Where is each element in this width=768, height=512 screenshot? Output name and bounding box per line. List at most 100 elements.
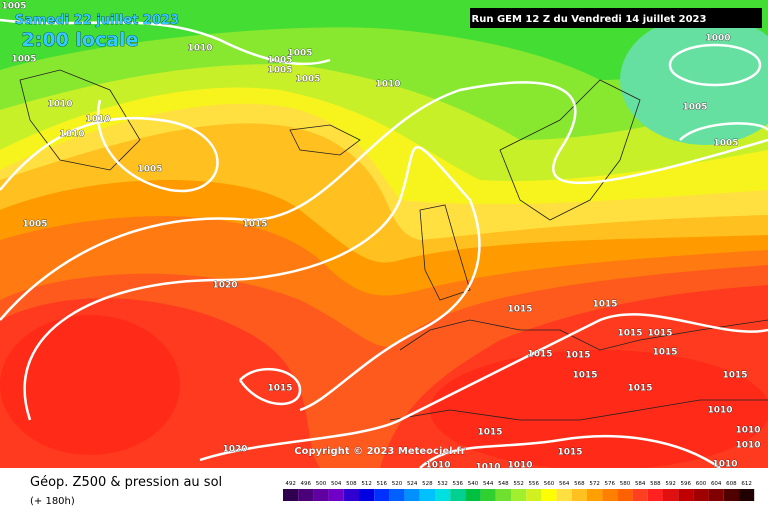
isobar-label: 1015 [477,428,502,438]
scale-label: 592 [665,481,676,487]
scale-swatch [359,489,375,501]
scale-swatch [663,489,679,501]
copyright: Copyright © 2023 Meteociel.fr [294,446,465,457]
isobar-label: 1010 [187,44,212,54]
scale-swatch [617,489,633,501]
scale-swatch [480,489,496,501]
isobar-label: 1015 [267,384,292,394]
isobar-label: 1015 [527,350,552,360]
isobar-label: 1015 [507,305,532,315]
isobar-label: 1015 [557,448,582,458]
geopotential-field [0,0,768,470]
isobar-label: 1015 [565,351,590,361]
scale-label: 504 [331,481,342,487]
scale-label: 528 [422,481,433,487]
scale-label: 596 [681,481,692,487]
scale-label: 580 [620,481,631,487]
isobar-label: 1015 [617,329,642,339]
isobar-label: 1015 [652,348,677,358]
isobar-label: 1015 [627,384,652,394]
isobar-label: 1010 [712,460,737,470]
scale-label: 544 [483,481,494,487]
scale-label: 536 [453,481,464,487]
scale-swatch [435,489,451,501]
scale-swatch [708,489,724,501]
isobars [0,18,768,470]
scale-swatch [571,489,587,501]
scale-swatch [511,489,527,501]
isobar-label: 1005 [287,49,312,59]
scale-swatch [283,489,299,501]
scale-label: 548 [498,481,509,487]
scale-swatch [389,489,405,501]
isobar-label: 1010 [735,426,760,436]
scale-label: 508 [346,481,357,487]
scale-swatch [526,489,542,501]
scale-swatch [632,489,648,501]
isobar-label: 1005 [11,55,36,65]
scale-swatch [723,489,739,501]
scale-swatch [541,489,557,501]
isobar-label: 1015 [592,300,617,310]
scale-label: 584 [635,481,646,487]
scale-swatch [602,489,618,501]
scale-label: 604 [711,481,722,487]
scale-swatch [313,489,329,501]
scale-label: 608 [726,481,737,487]
scale-label: 520 [392,481,403,487]
run-info: Run GEM 12 Z du Vendredi 14 juillet 2023 [472,14,707,25]
scale-label: 568 [574,481,585,487]
scale-swatch [450,489,466,501]
scale-label: 600 [696,481,707,487]
isobar-label: 1010 [475,463,500,473]
scale-swatch [328,489,344,501]
scale-label: 516 [377,481,388,487]
isobar-label: 1005 [713,139,738,149]
scale-swatch [587,489,603,501]
scale-swatch [465,489,481,501]
scale-swatch [419,489,435,501]
scale-swatch [343,489,359,501]
isobar-label: 1015 [722,371,747,381]
isobar-label: 1010 [425,461,450,471]
footer-lead: (+ 180h) [30,496,75,507]
scale-label: 572 [589,481,600,487]
isobar-label: 1005 [137,165,162,175]
scale-label: 524 [407,481,418,487]
scale-label: 564 [559,481,570,487]
forecast-date: Samedi 22 juillet 2023 [15,13,179,28]
isobar-label: 1010 [85,115,110,125]
isobar-label: 1010 [375,80,400,90]
isobar-label: 1010 [735,441,760,451]
scale-label: 532 [437,481,448,487]
isobar-label: 1005 [682,103,707,113]
run-box [470,8,762,28]
isobar-label: 1010 [59,130,84,140]
isobar-label: 1020 [222,445,247,455]
isobar-label: 1015 [572,371,597,381]
isobar-label: 1005 [295,75,320,85]
scale-swatch [374,489,390,501]
isobar-label: 1010 [507,461,532,471]
scale-label: 496 [301,481,312,487]
color-scale: 492 496 500 504 508 512 516 520 524 528 532 536 540 5… [283,481,755,501]
scale-label: 576 [605,481,616,487]
coastlines [19,69,768,421]
isobar-label: 1015 [647,329,672,339]
scale-label: 560 [544,481,555,487]
isobar-label: 1015 [242,220,267,230]
isobar-label: 1005 [267,66,292,76]
footer-title: Géop. Z500 & pression au sol [30,475,222,490]
scale-swatch [495,489,511,501]
isobar-label: 1005 [1,2,26,12]
scale-label: 492 [285,481,296,487]
scale-label: 588 [650,481,661,487]
scale-swatch [739,489,755,501]
scale-swatch [693,489,709,501]
isobar-label: 1005 [267,56,292,66]
scale-label: 512 [361,481,372,487]
isobar-label: 1005 [22,220,47,230]
scale-label: 556 [529,481,540,487]
